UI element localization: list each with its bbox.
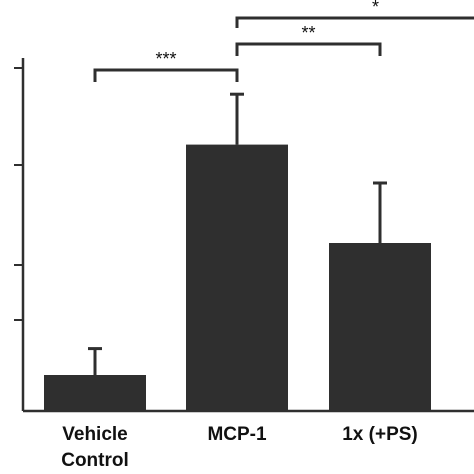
significance-label-1: **: [301, 23, 315, 43]
category-label-1-0: MCP-1: [207, 424, 267, 445]
significance-bracket-1: **: [235, 23, 382, 56]
bar-0: [44, 375, 146, 411]
error-bar-0: [88, 347, 102, 375]
category-labels: Vehicle Control MCP-1 1x (+PS): [61, 424, 418, 471]
significance-bracket-0: ***: [93, 49, 239, 82]
category-label-2-0: 1x (+PS): [342, 424, 418, 445]
error-bars: [88, 92, 387, 375]
error-bar-1: [230, 92, 244, 145]
significance-brackets: ******: [93, 0, 474, 82]
bar-2: [329, 243, 431, 411]
error-bar-2: [373, 181, 387, 243]
bars: [44, 144, 431, 411]
significance-bracket-2: *: [235, 0, 474, 28]
significance-label-2: *: [372, 0, 379, 17]
significance-label-0: ***: [155, 49, 176, 69]
category-label-0-1: Control: [61, 450, 129, 471]
bar-1: [186, 144, 288, 411]
category-label-0-0: Vehicle: [62, 424, 128, 445]
